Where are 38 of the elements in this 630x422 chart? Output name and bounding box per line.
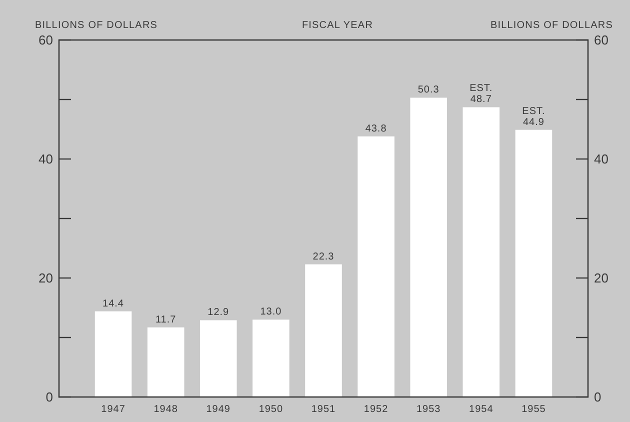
bar <box>200 320 237 397</box>
y-tick-label: 0 <box>46 390 53 405</box>
bar <box>410 98 448 397</box>
x-tick-label: 1950 <box>258 404 284 415</box>
x-tick-label: 1949 <box>206 404 231 415</box>
data-label: 14.4 <box>102 298 124 310</box>
bar <box>94 311 132 397</box>
x-tick-label: 1953 <box>416 404 441 415</box>
data-label: 13.0 <box>260 306 282 318</box>
data-label: EST. 44.9 <box>522 106 546 128</box>
y-tick-label: 40 <box>38 152 53 167</box>
y-tick-label: 60 <box>38 32 53 48</box>
data-label: EST. 48.7 <box>470 83 493 106</box>
y2-axis-title: BILLIONS OF DOLLARS <box>490 20 613 31</box>
bar <box>147 327 184 397</box>
y2-tick-label: 40 <box>594 152 608 167</box>
y2-tick-label: 0 <box>594 390 602 405</box>
x-tick-label: 1954 <box>469 404 494 415</box>
y2-tick-label: 20 <box>594 270 608 286</box>
x-tick-label: 1951 <box>311 404 336 415</box>
bar <box>358 136 394 397</box>
bar <box>515 130 552 397</box>
bar <box>252 320 290 397</box>
data-label: 43.8 <box>365 123 387 134</box>
x-tick-label: 1955 <box>522 404 546 415</box>
data-label: 12.9 <box>208 307 230 318</box>
y2-tick-label: 60 <box>594 32 608 48</box>
x-tick-label: 1947 <box>101 404 126 415</box>
bar <box>305 264 342 397</box>
y-tick-label: 20 <box>38 270 53 286</box>
bar <box>462 107 500 397</box>
data-label: 22.3 <box>312 251 334 262</box>
data-label: 50.3 <box>418 84 440 96</box>
x-tick-label: 1952 <box>364 404 388 415</box>
x-tick-label: 1948 <box>154 404 178 415</box>
chart-title: FISCAL YEAR <box>302 20 374 31</box>
y-axis-title: BILLIONS OF DOLLARS <box>35 20 158 31</box>
data-label: 11.7 <box>155 314 176 326</box>
